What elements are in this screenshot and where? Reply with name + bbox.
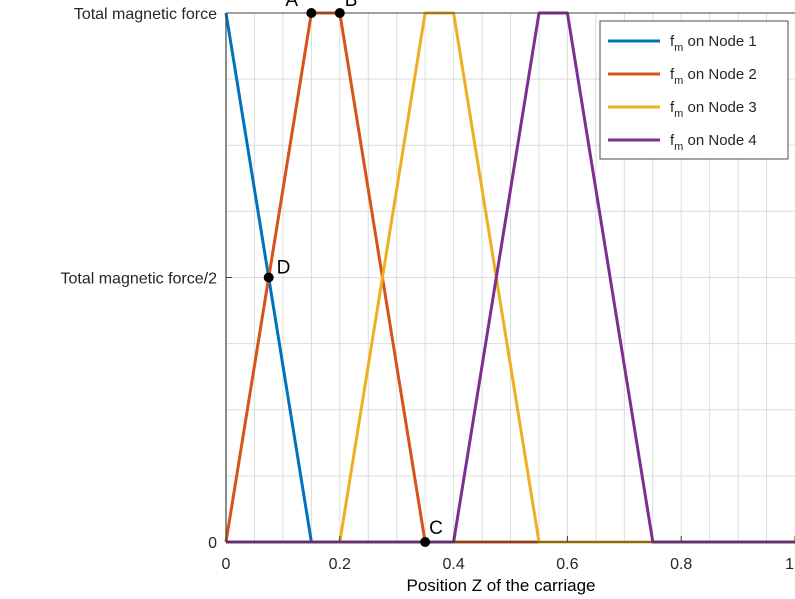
x-tick-label: 0.6 [556,556,578,573]
point-annotations: A B C D [263,0,443,547]
grid [226,13,795,542]
x-tick-label: 0 [222,556,231,573]
annotation-label-d: D [277,258,291,279]
annotation-point-a [306,8,317,18]
legend-label-node-4: fm on Node 4 [670,132,757,153]
y-tick-label: Total magnetic force/2 [60,271,217,288]
y-tick-label: 0 [208,535,217,552]
x-tick-label: 0.8 [670,556,692,573]
legend-box [599,20,789,160]
legend-label-node-2: fm on Node 2 [670,66,757,87]
legend-label-node-3: fm on Node 3 [670,99,757,120]
x-axis-title: Position Z of the carriage [407,576,596,595]
annotation-point-d [263,272,274,283]
y-tick-label: Total magnetic force [74,6,217,23]
legend-label-node-1: fm on Node 1 [670,33,757,54]
annotation-point-c [420,537,431,547]
legend: fm on Node 1 fm on Node 2 fm on Node 3 fm o… [599,20,789,160]
annotation-point-b [334,8,345,18]
x-tick-label: 1 [785,556,794,573]
annotation-label-b: B [345,0,358,11]
x-tick-label: 0.2 [329,556,351,573]
x-tick-label: 0.4 [442,556,464,573]
axes: 0 0.2 0.4 0.6 0.8 1 0 Total magnetic force/2 Tot… [60,6,795,573]
annotation-label-c: C [429,518,443,539]
annotation-label-a: A [285,0,298,11]
